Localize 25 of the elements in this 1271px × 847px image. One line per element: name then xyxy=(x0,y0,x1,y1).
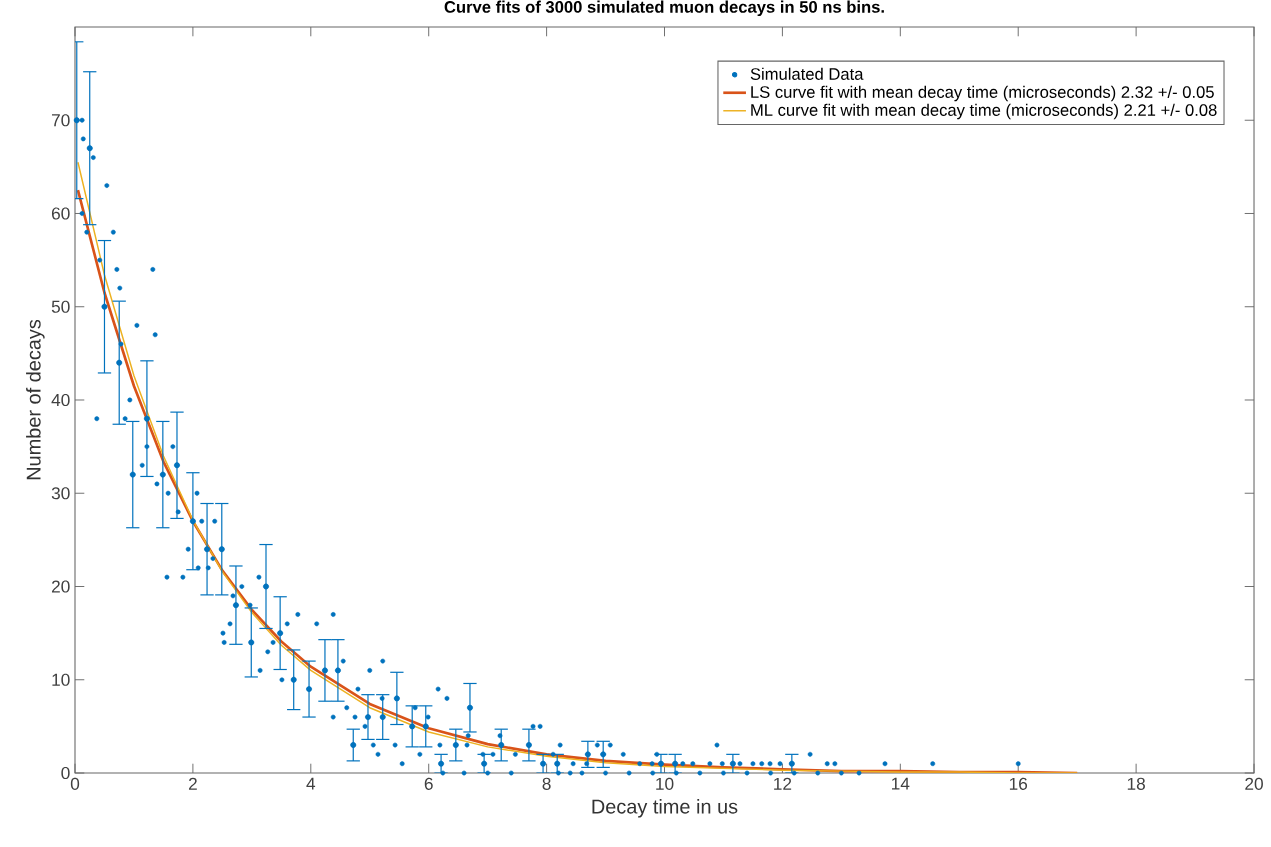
y-tick-label: 20 xyxy=(51,580,70,593)
x-tick-label: 4 xyxy=(306,777,316,790)
y-tick-label: 30 xyxy=(51,487,70,500)
x-axis-title: Decay time in us xyxy=(592,799,738,818)
x-tick-label: 0 xyxy=(70,777,80,790)
x-tick-label: 10 xyxy=(656,777,674,790)
x-tick-label: 12 xyxy=(774,777,792,790)
y-axis-title: Number of decays xyxy=(26,319,45,480)
x-tick-label: 14 xyxy=(892,777,910,790)
legend-label: ML curve fit with mean decay time (microseconds) 2.21 +/- 0.08 xyxy=(751,103,1217,120)
x-tick-label: 6 xyxy=(424,777,433,790)
y-tick-label: 10 xyxy=(52,673,70,686)
y-tick-label: 50 xyxy=(51,300,70,313)
x-tick-label: 2 xyxy=(188,777,197,790)
x-tick-label: 20 xyxy=(1245,777,1263,790)
y-tick-label: 60 xyxy=(51,207,70,220)
legend-label: Simulated Data xyxy=(750,67,864,80)
x-tick-label: 18 xyxy=(1127,777,1145,790)
chart-title: Curve fits of 3000 simulated muon decays in 50 ns bins. xyxy=(444,0,884,17)
y-tick-label: 70 xyxy=(52,114,70,127)
x-tick-label: 16 xyxy=(1009,777,1028,790)
legend-label: LS curve fit with mean decay time (microseconds) 2.32 +/- 0.05 xyxy=(751,85,1214,102)
y-tick-label: 0 xyxy=(61,766,70,780)
x-tick-label: 8 xyxy=(542,777,551,790)
y-tick-label: 40 xyxy=(51,393,70,407)
